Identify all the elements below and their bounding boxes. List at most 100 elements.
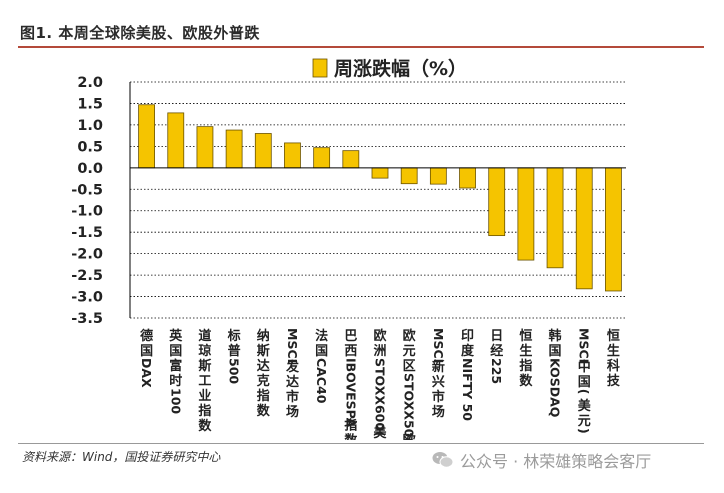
y-tick-label: 0.5 xyxy=(77,139,103,155)
svg-text:恒: 恒 xyxy=(519,328,532,344)
svg-text:DAX: DAX xyxy=(139,358,154,388)
bar xyxy=(575,167,593,290)
svg-text:达: 达 xyxy=(286,374,299,390)
axes xyxy=(129,82,626,318)
svg-text:): ) xyxy=(577,428,592,434)
svg-text:场: 场 xyxy=(286,405,299,420)
watermark-text: 公众号 · 林荣雄策略会客厅 xyxy=(460,452,652,471)
svg-text:CAC40: CAC40 xyxy=(314,358,329,404)
svg-text:指: 指 xyxy=(257,388,270,404)
svg-text:国: 国 xyxy=(140,344,153,359)
svg-text:美: 美 xyxy=(373,425,387,440)
svg-text:生: 生 xyxy=(607,343,620,359)
svg-text:中: 中 xyxy=(578,359,591,375)
svg-text:指: 指 xyxy=(198,403,211,419)
svg-text:数: 数 xyxy=(198,418,212,434)
svg-text:STOXX50(: STOXX50( xyxy=(402,373,417,440)
svg-text:数: 数 xyxy=(344,433,358,440)
svg-text:道: 道 xyxy=(198,328,211,344)
svg-text:韩: 韩 xyxy=(549,328,562,344)
y-tick-label: 0.0 xyxy=(77,161,103,177)
svg-text:元: 元 xyxy=(403,344,416,359)
svg-text:斯: 斯 xyxy=(257,343,270,359)
y-tick-label: 1.5 xyxy=(77,96,103,112)
svg-text:国: 国 xyxy=(549,344,562,359)
svg-text:发: 发 xyxy=(285,359,300,375)
svg-text:MSCI: MSCI xyxy=(577,328,592,363)
y-tick-label: -1.0 xyxy=(71,204,103,220)
svg-text:100: 100 xyxy=(168,388,183,414)
bar xyxy=(196,126,214,169)
y-tick-label: -1.5 xyxy=(71,225,103,241)
figure-title: 图1. 本周全球除美股、欧股外普跌 xyxy=(20,24,260,42)
bar xyxy=(138,104,155,169)
svg-text:克: 克 xyxy=(257,373,270,389)
y-axis-ticks: 2.0 1.5 1.0 0.5 0.0 -0.5 -1.0 -1.5 -2.0 -2.5 -3.0 -… xyxy=(71,75,103,327)
svg-text:欧: 欧 xyxy=(373,328,386,344)
svg-text:印: 印 xyxy=(461,329,474,344)
svg-text:(: ( xyxy=(577,389,592,395)
svg-text:新: 新 xyxy=(432,359,445,375)
svg-text:英: 英 xyxy=(168,328,183,344)
svg-text:琼: 琼 xyxy=(198,343,211,359)
bar-chart: 2.0 1.5 1.0 0.5 0.0 -0.5 -1.0 -1.5 -2.0 -2.5 -3.0 -… xyxy=(71,57,626,440)
svg-text:指: 指 xyxy=(344,418,357,434)
svg-text:恒: 恒 xyxy=(607,328,620,344)
bar xyxy=(605,167,622,292)
footer-rule xyxy=(18,443,704,444)
watermark: 公众号 · 林荣雄策略会客厅 xyxy=(432,448,651,472)
bar xyxy=(342,150,360,169)
bar xyxy=(167,112,185,169)
source-note: 资料来源：Wind，国投证券研究中心 xyxy=(22,450,221,464)
svg-text:标: 标 xyxy=(227,328,241,344)
svg-text:兴: 兴 xyxy=(432,374,445,390)
bar xyxy=(429,167,447,185)
legend: 周涨跌幅（%） xyxy=(312,57,467,80)
svg-text:度: 度 xyxy=(461,343,475,359)
title-rule xyxy=(18,46,704,48)
svg-text:国: 国 xyxy=(578,375,591,390)
bar xyxy=(313,147,331,169)
svg-text:市: 市 xyxy=(432,389,445,405)
svg-text:法: 法 xyxy=(315,328,328,344)
svg-text:场: 场 xyxy=(432,405,445,420)
svg-text:欧: 欧 xyxy=(403,328,416,344)
svg-text:德: 德 xyxy=(140,328,153,344)
svg-text:500: 500 xyxy=(227,358,242,384)
svg-text:MSCI: MSCI xyxy=(431,328,446,363)
svg-text:KOSDAQ: KOSDAQ xyxy=(548,358,563,417)
svg-text:生: 生 xyxy=(519,343,532,359)
svg-text:西: 西 xyxy=(344,344,357,359)
svg-text:国: 国 xyxy=(315,344,328,359)
y-tick-label: -2.5 xyxy=(71,268,103,284)
bar xyxy=(284,142,301,169)
bar xyxy=(400,167,418,185)
y-tick-label: -0.5 xyxy=(71,182,103,198)
svg-text:225: 225 xyxy=(489,358,504,384)
wechat-icon xyxy=(432,452,454,468)
svg-text:国: 国 xyxy=(169,344,182,359)
svg-text:普: 普 xyxy=(228,343,241,359)
svg-text:STOXX600(: STOXX600( xyxy=(373,358,388,437)
bar xyxy=(254,133,272,169)
bar xyxy=(517,167,535,261)
legend-label: 周涨跌幅（%） xyxy=(334,57,467,80)
x-axis-labels: 德国DAX英国富时100道琼斯工业指数标普500纳斯达克指数MSCI发达市场法国… xyxy=(139,328,621,440)
svg-text:工: 工 xyxy=(198,374,211,389)
bar xyxy=(371,167,389,179)
bar xyxy=(546,167,564,269)
